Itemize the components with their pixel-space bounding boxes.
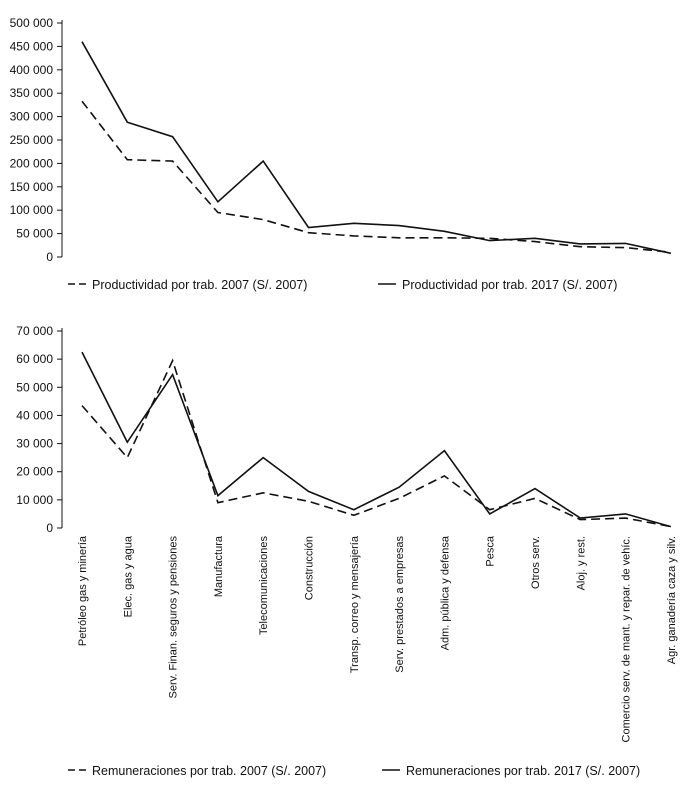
y-tick-label: 450 000 <box>10 39 54 53</box>
category-label: Otros serv. <box>530 536 542 589</box>
category-label: Aloj. y rest. <box>575 536 587 590</box>
y-tick-label: 40 000 <box>16 408 53 422</box>
bottom-remuneration-chart: 0 10 000 20 000 30 000 40 000 50 000 60 000 70 … <box>16 324 678 742</box>
y-tick-label: 500 000 <box>10 16 54 30</box>
series-line-2007 <box>81 358 672 528</box>
y-tick-label: 70 000 <box>16 324 53 338</box>
category-label: Adm. pública y defensa <box>439 535 451 650</box>
y-tick-label: 250 000 <box>10 133 54 147</box>
category-label: Serv. prestados a empresas <box>394 536 406 673</box>
y-tick-label: 200 000 <box>10 156 54 170</box>
legend-label: Remuneraciones por trab. 2007 (S/. 2007) <box>92 764 326 778</box>
category-label: Comercio serv. de mant. y repar. de vehí… <box>621 536 633 742</box>
legend-label: Productividad por trab. 2007 (S/. 2007) <box>92 278 307 292</box>
category-label: Pesca <box>485 535 497 566</box>
y-tick-label: 30 000 <box>16 437 53 451</box>
category-label: Construcción <box>304 536 316 600</box>
category-label: Petróleo gas y minería <box>77 535 89 646</box>
top-chart-legend: Productividad por trab. 2007 (S/. 2007) P… <box>68 278 617 292</box>
category-label: Serv. Finan. seguros y pensiones <box>168 536 180 699</box>
y-tick-label: 60 000 <box>16 352 53 366</box>
top-productivity-chart: 0 50 000 100 000 150 000 200 000 250 000 300 0… <box>10 16 672 264</box>
category-label: Agr. ganadería caza y silv. <box>666 536 678 664</box>
y-tick-label: 0 <box>46 521 53 535</box>
y-tick-label: 50 000 <box>16 227 53 241</box>
category-label: Elec. gas y agua <box>122 535 134 617</box>
series-line-2017 <box>81 41 672 255</box>
y-tick-label: 20 000 <box>16 465 53 479</box>
y-tick-label: 400 000 <box>10 63 54 77</box>
series-line-2007 <box>81 100 671 254</box>
y-tick-label: 10 000 <box>16 493 53 507</box>
legend-label: Remuneraciones por trab. 2017 (S/. 2007) <box>406 764 640 778</box>
category-label: Transp. correo y mensajería <box>349 535 361 673</box>
y-tick-label: 350 000 <box>10 86 54 100</box>
y-tick-label: 150 000 <box>10 180 54 194</box>
category-label: Manufactura <box>213 535 225 597</box>
category-label: Telecomunicaciones <box>258 536 270 636</box>
bottom-chart-legend: Remuneraciones por trab. 2007 (S/. 2007)… <box>68 764 640 778</box>
y-tick-label: 50 000 <box>16 380 53 394</box>
series-line-2017 <box>81 351 672 528</box>
y-tick-label: 300 000 <box>10 110 54 124</box>
legend-label: Productividad por trab. 2017 (S/. 2007) <box>402 278 617 292</box>
y-tick-label: 100 000 <box>10 203 54 217</box>
y-tick-label: 0 <box>46 250 53 264</box>
